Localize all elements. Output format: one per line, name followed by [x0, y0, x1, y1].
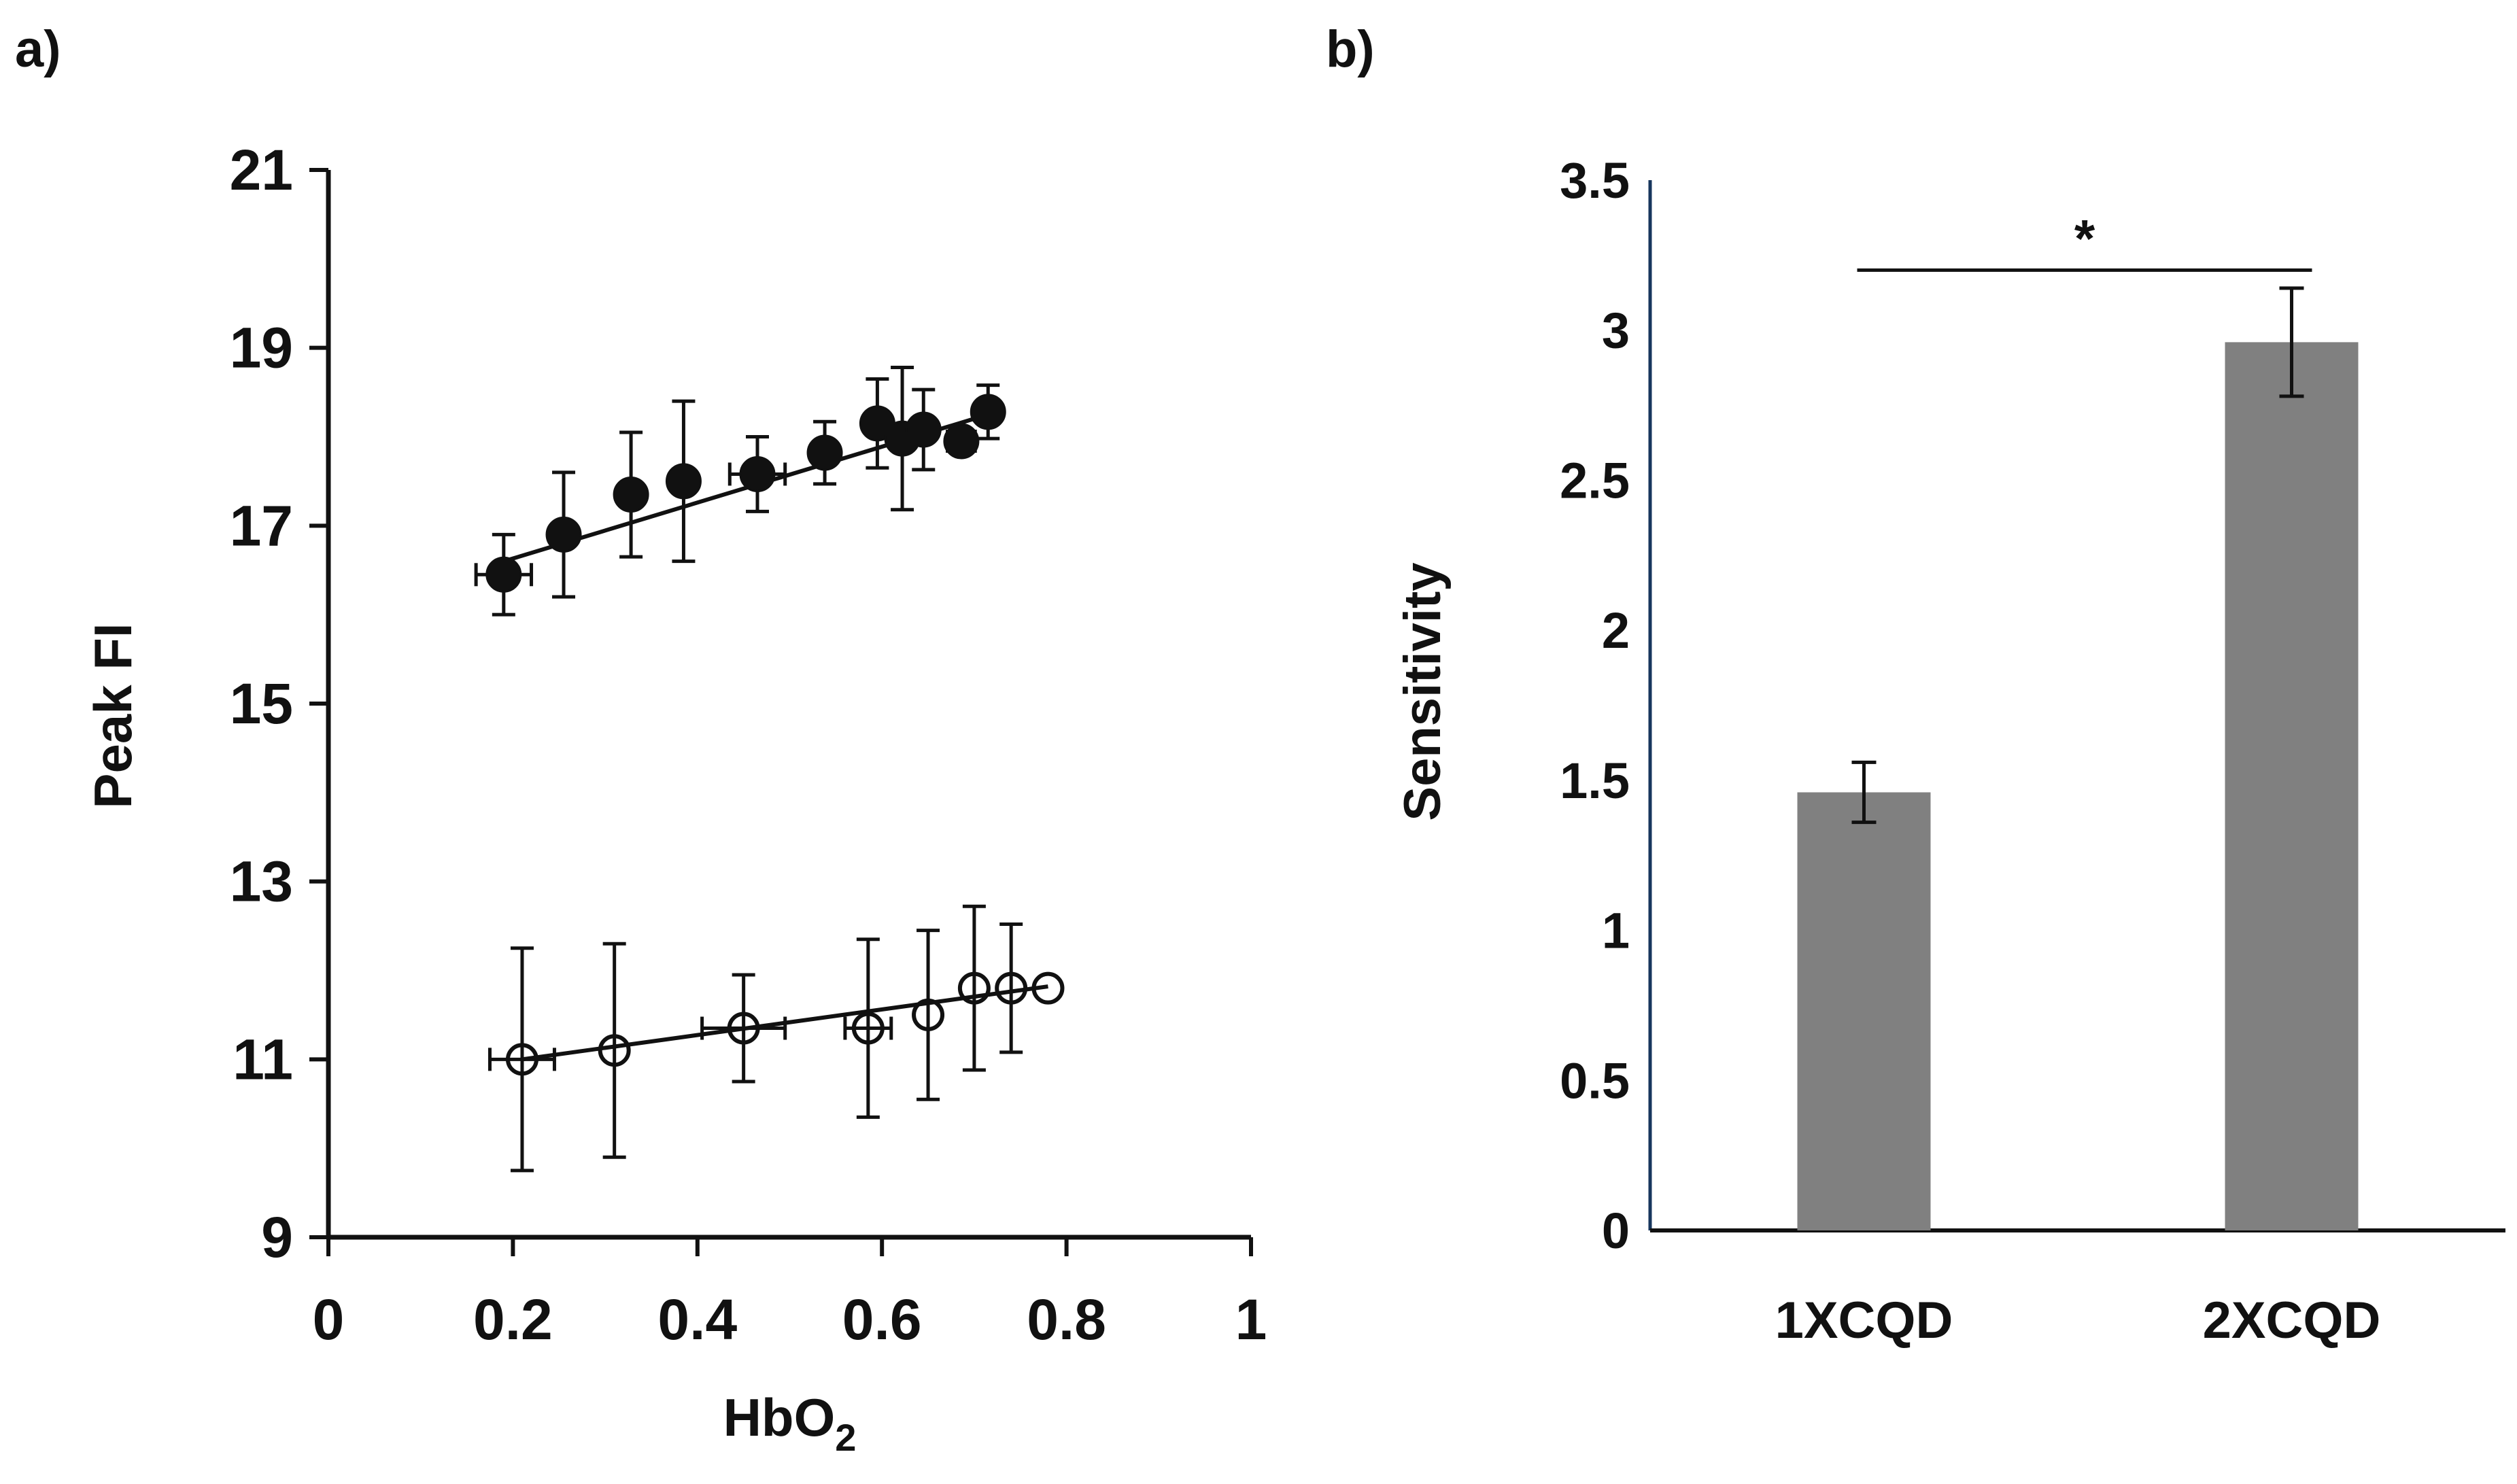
y-axis-title: Peak FI	[83, 623, 143, 808]
y-tick-label: 0.5	[1560, 1052, 1630, 1109]
open-data-point	[995, 971, 1028, 1005]
filled-data-point	[943, 423, 980, 460]
y-tick-label: 15	[230, 672, 293, 736]
y-tick-label: 3.5	[1560, 152, 1630, 209]
filled-data-point	[905, 411, 942, 448]
x-axis-title-main: HbO	[723, 1387, 836, 1447]
y-axis-title: Sensitivity	[1394, 562, 1452, 821]
y-tick-label: 17	[230, 494, 293, 557]
open-data-point	[957, 971, 991, 1005]
filled-data-point	[613, 477, 649, 513]
filled-data-point	[806, 434, 843, 471]
x-tick-label: 0.4	[657, 1288, 737, 1351]
bar	[1797, 792, 1931, 1230]
open-data-point	[851, 1012, 885, 1045]
x-tick-label: 0.6	[842, 1288, 922, 1351]
filled-data-point	[970, 394, 1006, 430]
y-tick-label: 11	[233, 1027, 293, 1091]
category-label: 2XCQD	[2203, 1292, 2381, 1349]
y-tick-label: 9	[261, 1205, 293, 1269]
panel-a-label: a)	[15, 20, 61, 78]
open-data-point	[912, 998, 945, 1031]
scatter-chart-a: 9 11 13 15 17 19 21 0 0.2 0.4 0.6 0.8 1 Peak FI HbO…	[83, 138, 1267, 1459]
open-data-point	[505, 1043, 538, 1076]
open-data-point	[727, 1012, 760, 1045]
y-tick-label: 21	[230, 138, 293, 202]
x-tick-label: 0.8	[1027, 1288, 1106, 1351]
y-tick-label: 2.5	[1560, 452, 1630, 508]
filled-data-point	[739, 455, 776, 492]
category-label: 1XCQD	[1775, 1292, 1953, 1349]
open-data-point	[598, 1034, 631, 1067]
y-tick-label: 1	[1602, 903, 1630, 959]
x-axis-title: HbO2	[723, 1387, 857, 1459]
y-tick-label: 2	[1602, 602, 1630, 659]
y-tick-label: 1.5	[1560, 753, 1630, 809]
significance-marker: *	[2074, 208, 2095, 268]
filled-data-point	[545, 516, 582, 553]
bar-chart-b: 0 0.5 1 1.5 2 2.5 3 3.5 1XCQD 2XCQD * Sensitivit…	[1394, 152, 2505, 1349]
filled-data-point	[665, 463, 702, 500]
y-tick-label: 3	[1602, 303, 1630, 359]
filled-data-point	[485, 556, 522, 593]
x-tick-label: 0.2	[473, 1288, 553, 1351]
open-data-point	[1031, 971, 1065, 1005]
bar	[2225, 342, 2359, 1230]
x-tick-label: 0	[313, 1288, 345, 1351]
y-tick-label: 19	[230, 316, 293, 380]
y-tick-label: 0	[1602, 1203, 1630, 1259]
panel-b-label: b)	[1326, 20, 1375, 78]
y-tick-label: 13	[230, 850, 293, 914]
x-axis-title-subscript: 2	[835, 1416, 856, 1459]
x-tick-label: 1	[1235, 1288, 1267, 1351]
